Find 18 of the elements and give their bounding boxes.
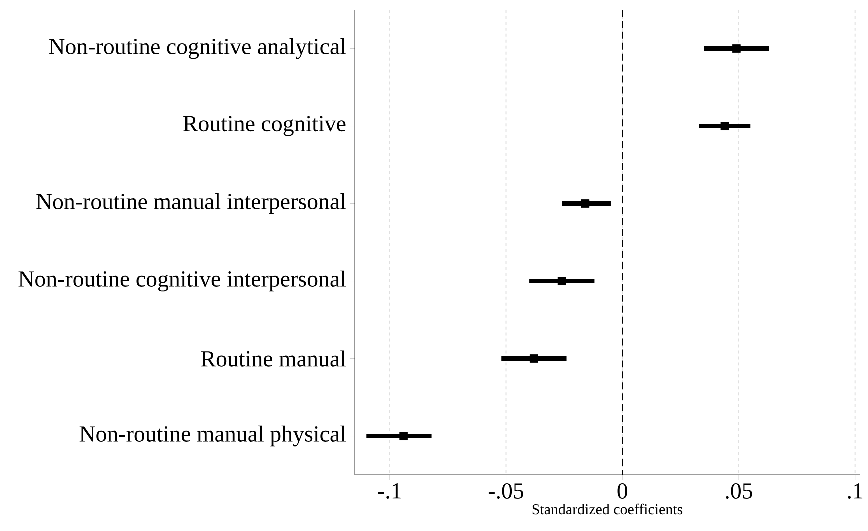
y-tick-label: Non-routine cognitive interpersonal [18, 270, 346, 292]
point [530, 354, 538, 363]
point [732, 44, 741, 53]
point [720, 122, 730, 130]
x-tick-label: -.05 [488, 484, 524, 500]
x-axis-title: Standardized coefficients [532, 504, 683, 515]
y-tick-label: Non-routine manual physical [80, 426, 346, 447]
x-tick-label: .1 [848, 484, 863, 499]
y-tick-label: Routine cognitive [184, 116, 346, 136]
x-tick-label: -.1 [378, 484, 401, 499]
y-tick-label: Non-routine cognitive analytical [49, 38, 346, 60]
point [558, 277, 566, 286]
y-tick-label: Routine manual [201, 350, 346, 367]
point [400, 432, 408, 440]
y-tick-label: Non-routine manual interpersonal [36, 193, 346, 214]
x-tick-label: 0 [618, 484, 628, 499]
point [581, 200, 590, 208]
x-tick-label: .05 [726, 484, 752, 500]
